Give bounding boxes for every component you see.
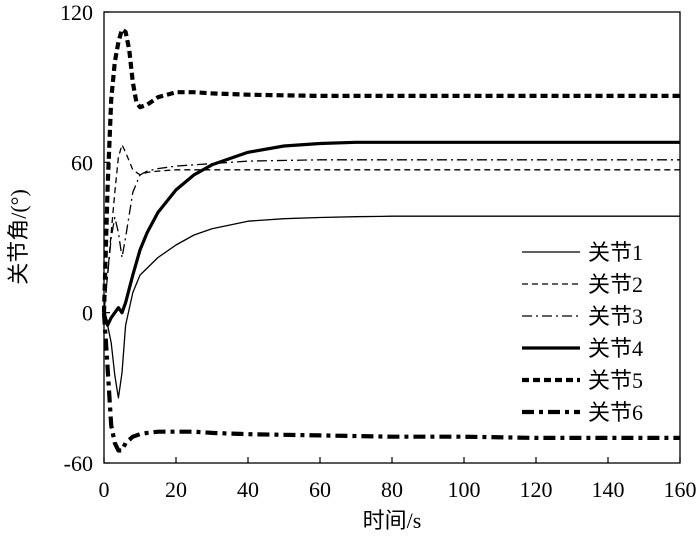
y-axis-label: 关节角/(°) [6, 189, 31, 285]
x-tick-label: 120 [520, 477, 553, 502]
x-axis-label: 时间/s [363, 508, 422, 533]
legend-label-6: 关节6 [588, 400, 643, 425]
legend-label-2: 关节2 [588, 272, 643, 297]
x-tick-label: 60 [309, 477, 331, 502]
x-tick-label: 100 [448, 477, 481, 502]
series-group [101, 27, 680, 453]
legend-label-5: 关节5 [588, 368, 643, 393]
x-tick-label: 20 [165, 477, 187, 502]
y-tick-label: 120 [60, 0, 93, 25]
x-tick-label: 160 [664, 477, 697, 502]
series-line-1 [103, 215, 680, 399]
legend-label-3: 关节3 [588, 304, 643, 329]
legend-label-4: 关节4 [588, 336, 643, 361]
y-tick-label: 0 [82, 301, 93, 326]
legend: 关节1 关节2 关节3 关节4 关节5 关节6 [522, 240, 643, 425]
y-tick-label: 60 [71, 150, 93, 175]
x-tick-label: 80 [381, 477, 403, 502]
y-tick-label: -60 [64, 451, 93, 476]
series-line-6 [101, 312, 680, 453]
series-line-4 [102, 140, 680, 327]
series-line-3 [103, 159, 680, 313]
x-tick-label: 0 [99, 477, 110, 502]
legend-label-1: 关节1 [588, 240, 643, 265]
series-line-5 [101, 27, 680, 313]
x-tick-label: 40 [237, 477, 259, 502]
x-tick-label: 140 [592, 477, 625, 502]
